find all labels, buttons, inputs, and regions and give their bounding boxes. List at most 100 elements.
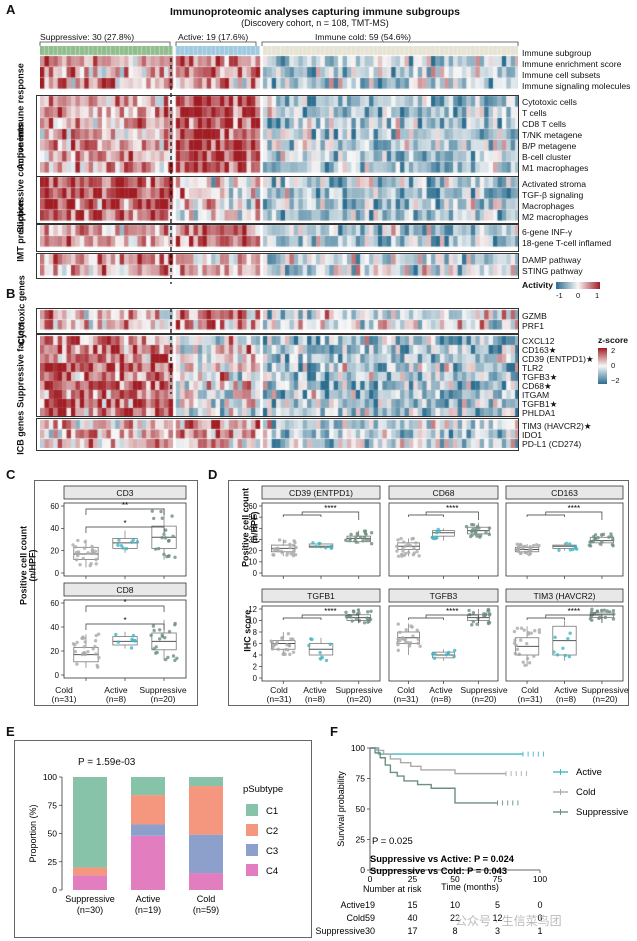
sig-bracket bbox=[85, 623, 165, 630]
data-point bbox=[402, 540, 406, 544]
data-point bbox=[151, 624, 156, 628]
y-tick-label: 50 bbox=[356, 804, 366, 814]
data-point bbox=[129, 646, 134, 650]
y-tick-label: 10 bbox=[248, 616, 257, 625]
data-point bbox=[416, 637, 420, 641]
data-point bbox=[529, 631, 533, 635]
sig-bracket bbox=[85, 605, 165, 612]
data-point bbox=[470, 623, 474, 627]
d-xlabel: Cold (n=31) bbox=[517, 685, 543, 705]
data-point bbox=[534, 543, 539, 547]
data-point bbox=[468, 612, 472, 617]
block-icb-genes bbox=[36, 418, 519, 451]
data-point bbox=[567, 654, 572, 659]
data-point bbox=[131, 538, 136, 542]
data-point bbox=[597, 616, 601, 621]
data-point bbox=[152, 628, 156, 633]
data-point bbox=[328, 642, 332, 647]
risk-value: 5 bbox=[495, 900, 500, 910]
data-point bbox=[71, 642, 76, 646]
data-point bbox=[157, 628, 162, 632]
data-point bbox=[525, 656, 530, 661]
data-point bbox=[525, 641, 529, 646]
data-point bbox=[311, 541, 315, 545]
gene-label: CD163★ bbox=[522, 345, 557, 355]
data-point bbox=[81, 651, 86, 655]
data-point bbox=[368, 617, 373, 622]
km-curve bbox=[370, 747, 498, 804]
data-point bbox=[527, 552, 532, 557]
legend-label: C2 bbox=[266, 826, 278, 837]
d-xlabel: Active (n=8) bbox=[303, 685, 327, 705]
data-point bbox=[396, 554, 401, 558]
data-point bbox=[75, 662, 79, 666]
stacked-segment bbox=[189, 834, 223, 874]
f-note: Suppressive vs Cold: P = 0.043 bbox=[370, 866, 507, 876]
risk-row-name: Suppressive bbox=[315, 926, 365, 936]
f-ylabel: Survival probability bbox=[336, 771, 346, 847]
data-point bbox=[94, 557, 98, 562]
data-point bbox=[116, 543, 120, 547]
risk-value: 10 bbox=[450, 900, 460, 910]
stacked-segment bbox=[131, 835, 165, 890]
legend-swatch bbox=[246, 804, 258, 816]
facet-strip bbox=[261, 485, 381, 500]
gene-label: ITGAM bbox=[522, 390, 550, 400]
data-point bbox=[367, 537, 372, 542]
data-point bbox=[573, 546, 578, 550]
heatmap-panel-b bbox=[40, 308, 518, 448]
risk-table-title: Number at risk bbox=[363, 884, 422, 894]
sig-bracket bbox=[408, 511, 479, 520]
data-point bbox=[157, 546, 161, 551]
heatmap-panel-a bbox=[40, 46, 518, 316]
data-point bbox=[86, 551, 90, 555]
data-point bbox=[357, 611, 361, 615]
data-point bbox=[86, 649, 90, 654]
data-point bbox=[167, 554, 171, 558]
data-point bbox=[277, 538, 282, 542]
row-label: Immune subgroup bbox=[522, 48, 592, 58]
y-tick-label: 60 bbox=[50, 599, 59, 608]
data-point bbox=[324, 658, 329, 663]
data-point bbox=[167, 538, 171, 543]
data-point bbox=[532, 654, 536, 658]
row-label: 18-gene T-cell inflamed bbox=[522, 238, 612, 248]
group-label-active: Active: 19 (17.6%) bbox=[178, 32, 249, 42]
data-point bbox=[130, 637, 134, 641]
stacked-segment bbox=[189, 873, 223, 890]
data-point bbox=[81, 635, 85, 639]
data-point bbox=[274, 642, 279, 646]
f-pvalue: P = 0.025 bbox=[372, 836, 413, 847]
data-point bbox=[121, 546, 125, 550]
legend-label: Cold bbox=[576, 787, 596, 798]
e-ylabel: Proportion (%) bbox=[28, 804, 38, 862]
data-point bbox=[464, 524, 469, 529]
data-point bbox=[590, 607, 594, 612]
data-point bbox=[71, 543, 75, 547]
data-point bbox=[131, 633, 136, 638]
facet-title: CD3 bbox=[116, 488, 133, 498]
gene-label: CD39 (ENTPD1)★ bbox=[522, 354, 594, 364]
legend-swatch bbox=[246, 844, 258, 856]
sig-stars: ** bbox=[122, 501, 128, 510]
risk-value: 1 bbox=[537, 926, 542, 936]
facet-strip bbox=[388, 588, 499, 603]
y-tick-label: 12 bbox=[248, 605, 257, 614]
data-point bbox=[487, 526, 492, 530]
zscore-tick: 0 bbox=[611, 361, 616, 370]
data-point bbox=[310, 637, 314, 642]
data-point bbox=[468, 534, 473, 539]
data-point bbox=[526, 632, 531, 636]
facet-strip bbox=[505, 485, 624, 500]
data-point bbox=[75, 640, 79, 645]
data-point bbox=[527, 661, 532, 665]
data-point bbox=[276, 549, 281, 553]
data-point bbox=[160, 535, 164, 540]
data-point bbox=[515, 647, 520, 652]
data-point bbox=[171, 654, 176, 658]
data-point bbox=[411, 536, 415, 541]
data-point bbox=[117, 538, 121, 542]
y-tick-label: 100 bbox=[43, 772, 57, 782]
data-point bbox=[355, 533, 359, 538]
sig-bracket bbox=[526, 614, 603, 623]
